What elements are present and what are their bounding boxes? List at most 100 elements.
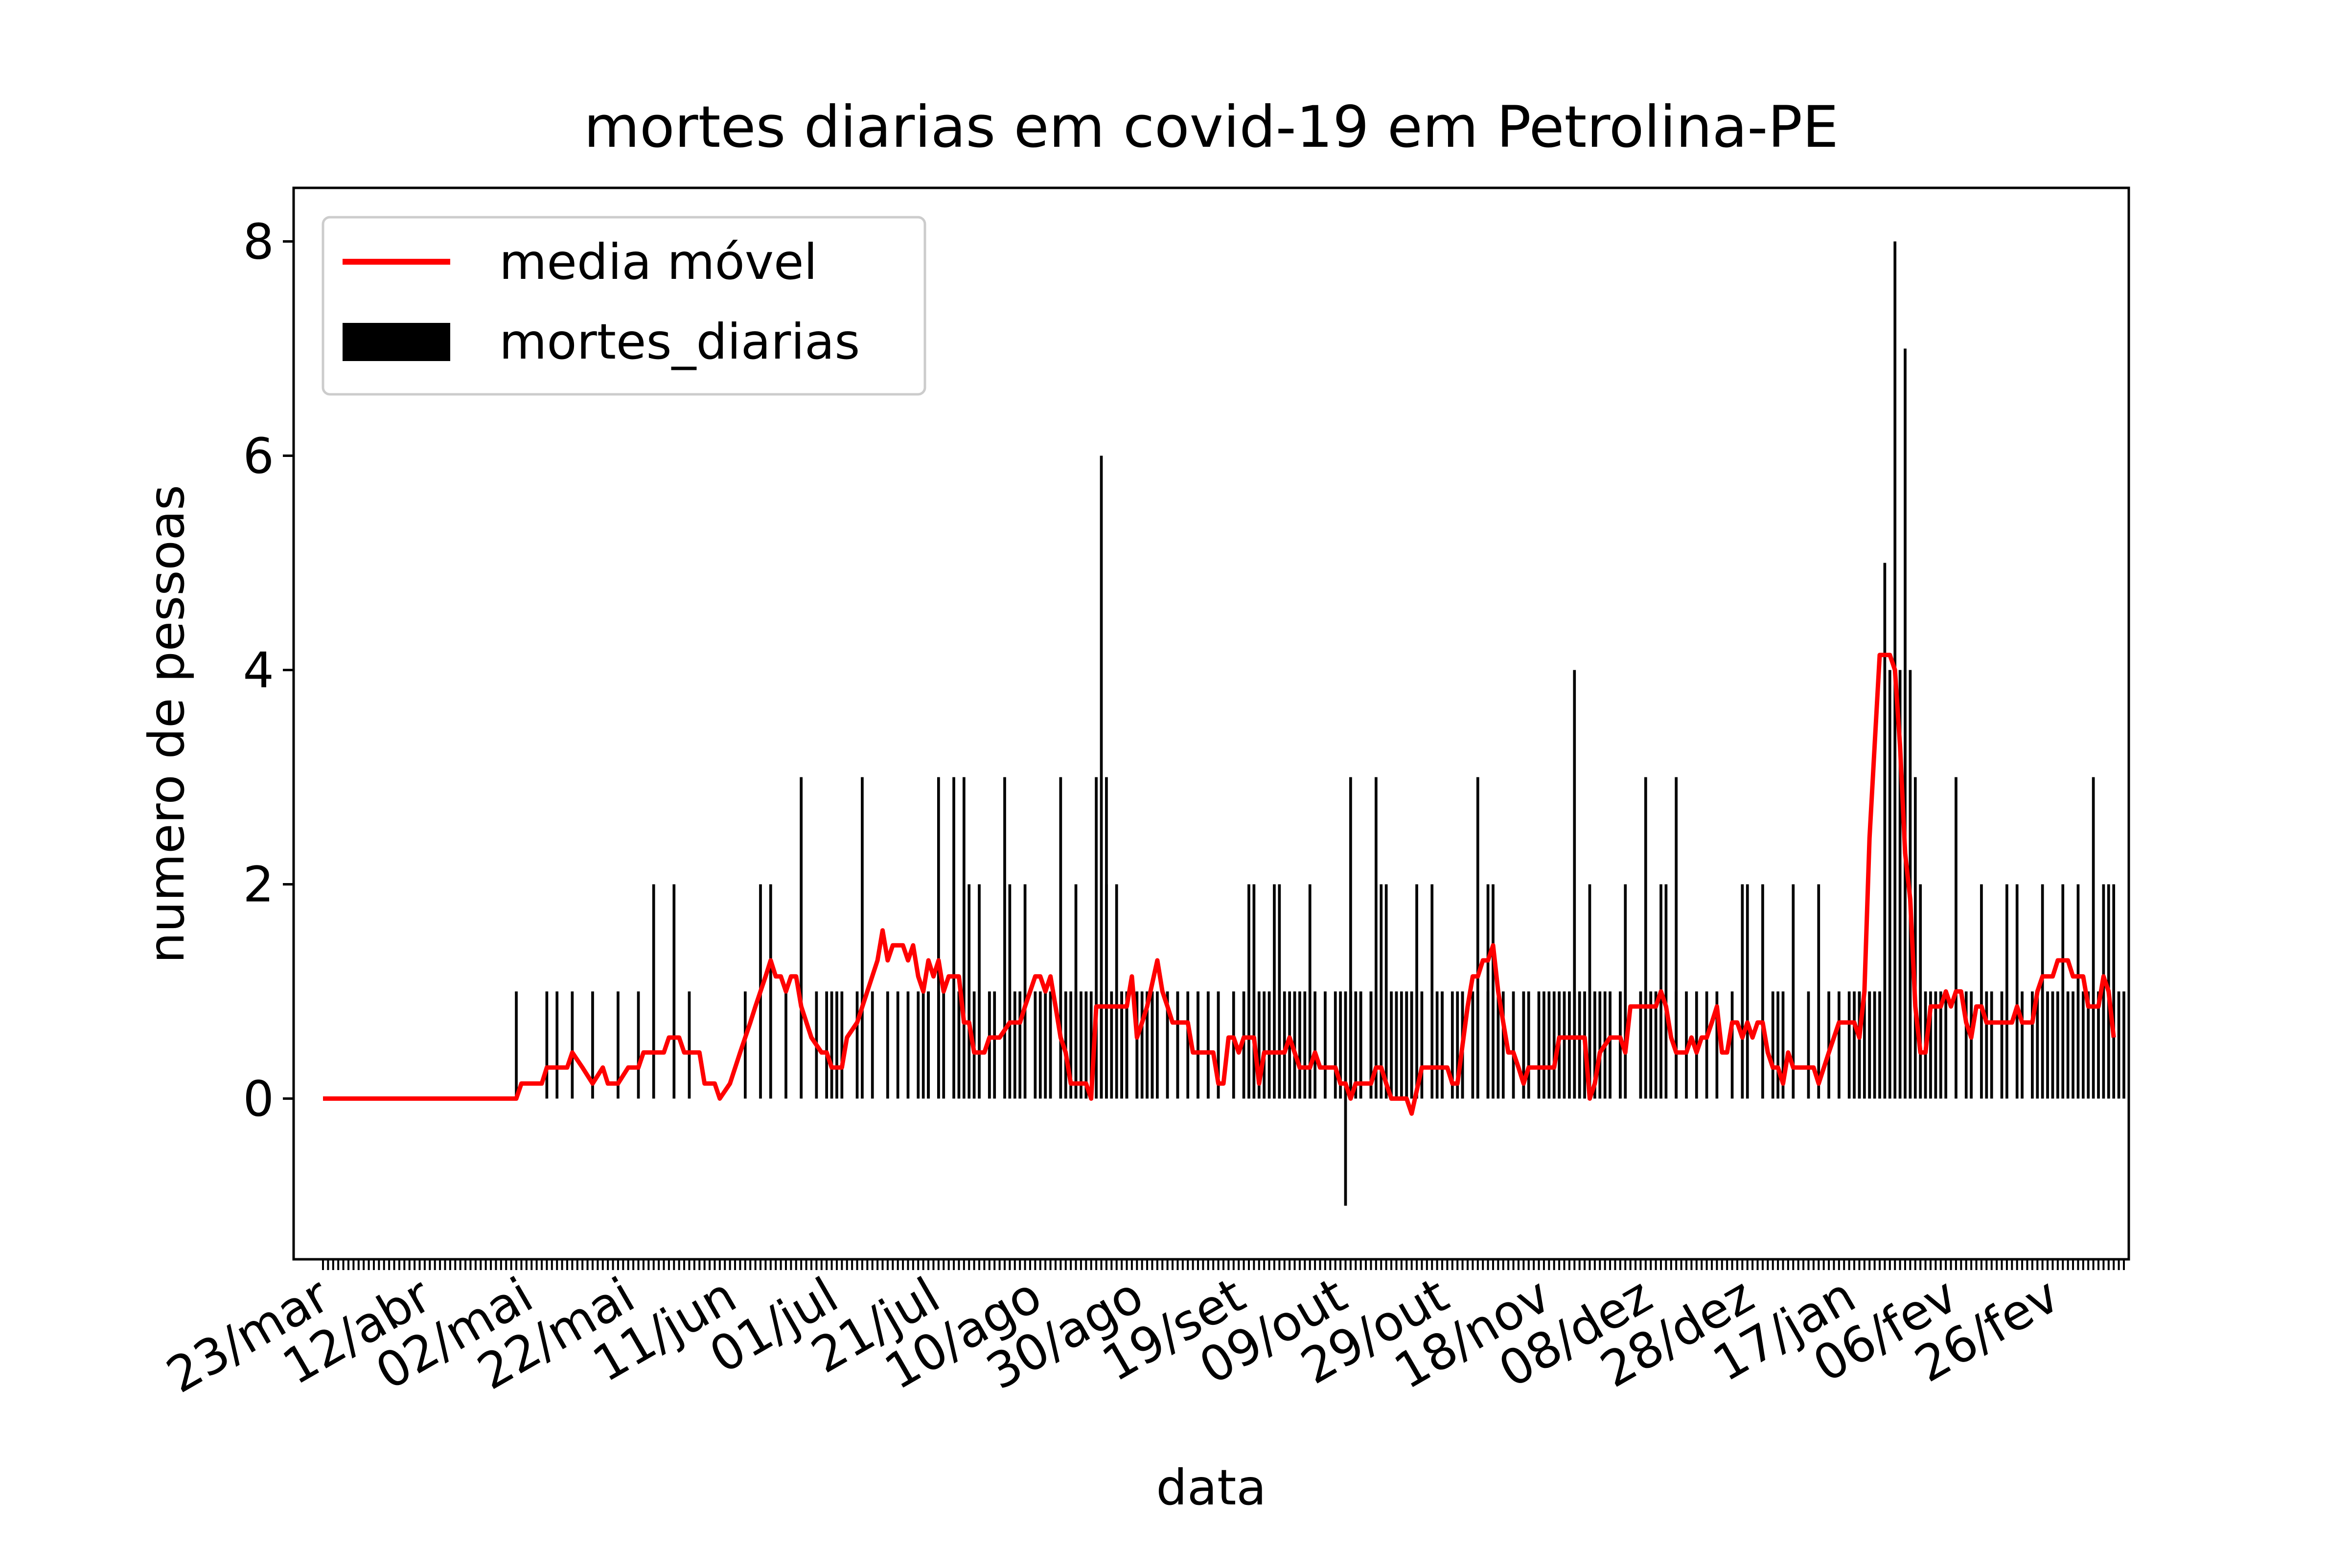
daily-death-bar — [1501, 991, 1505, 1099]
daily-death-bar — [855, 991, 859, 1099]
legend-box — [322, 216, 926, 396]
daily-death-bar — [1263, 991, 1266, 1099]
daily-death-bar — [1166, 991, 1169, 1099]
legend: media móvel mortes_diarias — [322, 216, 926, 396]
daily-death-bar — [1547, 991, 1551, 1099]
daily-death-bar — [617, 991, 620, 1099]
daily-death-bar — [1242, 991, 1245, 1099]
daily-death-bar — [1064, 991, 1067, 1099]
daily-death-bar — [1985, 991, 1988, 1099]
daily-death-bar — [637, 991, 640, 1099]
daily-death-bar — [1543, 991, 1545, 1099]
moving-average-line — [323, 653, 2116, 1116]
daily-death-bar — [1308, 884, 1312, 1099]
daily-death-bar — [1247, 884, 1250, 1099]
daily-death-bar — [1380, 884, 1383, 1099]
daily-death-bar — [871, 991, 874, 1099]
daily-death-bar — [825, 991, 829, 1099]
daily-death-bar — [1573, 670, 1576, 1099]
daily-death-bar — [515, 991, 518, 1099]
daily-death-bar — [1273, 884, 1276, 1099]
daily-death-bar — [2112, 884, 2116, 1099]
daily-death-bar — [1125, 991, 1128, 1099]
daily-death-bar — [1807, 991, 1810, 1099]
daily-death-bar — [2000, 991, 2004, 1099]
daily-death-bar — [1675, 777, 1678, 1099]
daily-death-bar — [1349, 777, 1352, 1099]
daily-death-bar — [1278, 884, 1281, 1099]
daily-death-bar — [1746, 884, 1749, 1099]
daily-death-bar — [1980, 884, 1983, 1099]
daily-death-bar — [1232, 991, 1235, 1099]
daily-death-bar — [1049, 991, 1052, 1099]
daily-death-bar — [1313, 991, 1316, 1099]
daily-death-bar — [1359, 991, 1362, 1099]
daily-death-bar — [1038, 991, 1042, 1099]
daily-death-bar — [1868, 991, 1871, 1099]
daily-death-bar — [769, 884, 772, 1099]
legend-daily-deaths-label: mortes_diarias — [499, 313, 860, 370]
daily-death-bar — [2081, 991, 2085, 1099]
daily-death-bar — [1390, 991, 1393, 1099]
daily-death-bar — [1069, 991, 1072, 1099]
daily-death-bar — [1013, 991, 1016, 1099]
daily-death-bar — [1100, 455, 1103, 1099]
daily-death-bar — [1944, 991, 1948, 1099]
daily-death-bar — [1609, 991, 1612, 1099]
chart-title: mortes diarias em covid-19 em Petrolina-… — [584, 93, 1839, 160]
daily-death-bar — [2072, 991, 2074, 1099]
daily-death-bar — [672, 884, 676, 1099]
daily-death-bar — [784, 991, 787, 1099]
daily-death-bar — [1435, 991, 1439, 1099]
daily-death-bar — [1847, 991, 1851, 1099]
daily-death-bar — [957, 991, 961, 1099]
daily-death-bar — [1578, 991, 1581, 1099]
daily-death-bar — [1695, 991, 1698, 1099]
daily-death-bar — [896, 991, 899, 1099]
x-axis-label: data — [1156, 1459, 1266, 1516]
daily-death-bar — [1929, 991, 1932, 1099]
daily-death-bar — [1664, 884, 1668, 1099]
daily-death-bar — [1344, 991, 1347, 1099]
daily-death-bar — [2122, 991, 2125, 1099]
daily-death-bar — [1776, 991, 1779, 1099]
daily-death-bar — [1878, 991, 1881, 1099]
daily-death-bar — [1970, 991, 1973, 1099]
daily-death-bar — [1563, 991, 1566, 1099]
daily-death-bar — [1400, 991, 1403, 1099]
y-tick-label: 4 — [243, 642, 274, 699]
daily-death-bar — [1059, 777, 1062, 1099]
daily-death-bar — [743, 991, 747, 1099]
daily-death-bar — [1206, 991, 1210, 1099]
daily-death-bar — [1512, 991, 1515, 1099]
daily-death-bar — [993, 991, 996, 1099]
daily-death-bar — [2005, 884, 2008, 1099]
daily-death-bar — [1395, 991, 1398, 1099]
daily-death-bar — [830, 991, 833, 1099]
y-axis-label: numero de pessoas — [138, 485, 195, 963]
daily-death-bar — [2076, 884, 2080, 1099]
daily-death-bar — [2015, 884, 2019, 1099]
daily-death-bar — [1084, 991, 1088, 1099]
y-tick-label: 6 — [243, 428, 274, 485]
daily-death-bar — [1898, 670, 1902, 1099]
daily-death-bar — [1451, 991, 1454, 1099]
daily-death-bar — [1685, 991, 1688, 1099]
daily-death-bar — [1771, 991, 1774, 1099]
daily-death-bar — [2102, 884, 2105, 1099]
daily-death-bar — [1288, 991, 1291, 1099]
daily-death-bar — [1023, 884, 1027, 1099]
daily-death-bar — [591, 991, 594, 1099]
daily-death-bar — [1176, 991, 1179, 1099]
daily-death-bar — [1527, 991, 1530, 1099]
daily-death-bar — [1034, 991, 1037, 1099]
daily-death-bar — [1044, 991, 1047, 1099]
daily-death-bar — [1003, 777, 1006, 1099]
daily-death-bar — [1827, 991, 1830, 1099]
daily-death-bar — [1522, 991, 1525, 1099]
daily-death-bar — [1649, 991, 1653, 1099]
daily-death-bar — [1618, 991, 1622, 1099]
daily-death-bar — [2046, 991, 2049, 1099]
daily-death-bar — [2117, 991, 2120, 1099]
